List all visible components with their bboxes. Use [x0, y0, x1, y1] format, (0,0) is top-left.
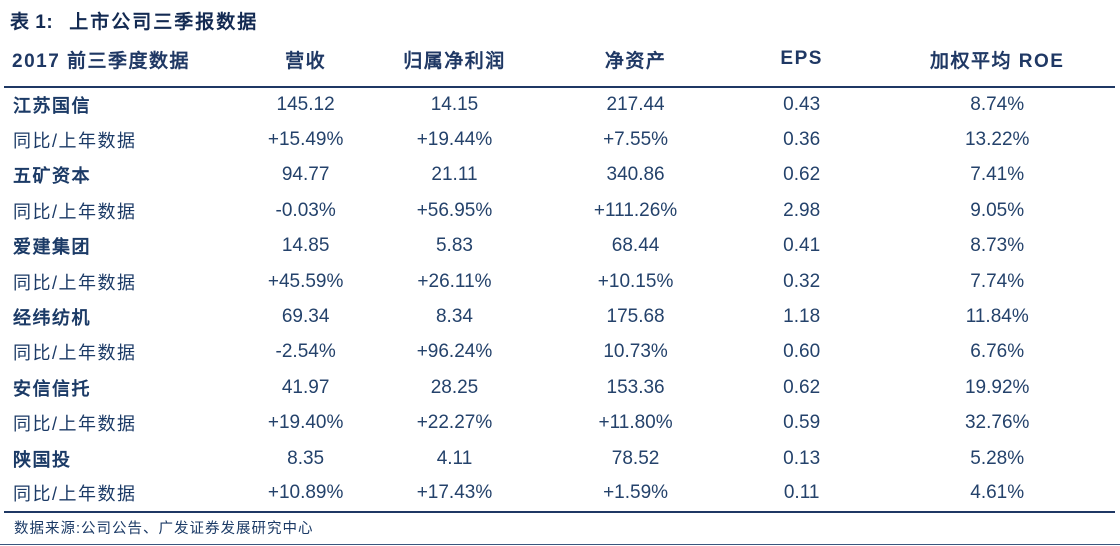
- value-cell: 8.35: [287, 447, 325, 469]
- value-cell: 153.36: [606, 376, 665, 398]
- value-cell: 0.13: [783, 447, 821, 469]
- value-cell: 78.52: [611, 447, 660, 469]
- value-cell: 8.74%: [970, 94, 1025, 116]
- value-cell: 5.28%: [970, 447, 1025, 469]
- yoy-label-cell: 同比/上年数据: [13, 272, 137, 293]
- column-header-netassets: 净资产: [547, 32, 724, 88]
- table-row: 同比/上年数据 +15.49% +19.44% +7.55% 0.36 13.22%: [4, 122, 1115, 157]
- value-cell: -0.03%: [275, 199, 336, 221]
- table-row: 安信信托 41.97 28.25 153.36 0.62 19.92%: [4, 370, 1115, 405]
- value-cell: 10.73%: [603, 341, 668, 363]
- table-body: 江苏国信 145.12 14.15 217.44 0.43 8.74% 同比/上年数据 +15…: [4, 87, 1115, 513]
- column-header-netprofit: 归属净利润: [361, 32, 548, 88]
- column-header-period: 2017 前三季度数据: [4, 32, 250, 88]
- value-cell: 175.68: [606, 306, 665, 328]
- column-header-roe: 加权平均 ROE: [879, 32, 1115, 88]
- value-cell: 28.25: [430, 376, 479, 398]
- table-row: 经纬纺机 69.34 8.34 175.68 1.18 11.84%: [4, 299, 1115, 334]
- yoy-label-cell: 同比/上年数据: [13, 201, 137, 222]
- table-title-text: 上市公司三季报数据: [69, 12, 259, 33]
- value-cell: +10.15%: [597, 270, 674, 292]
- value-cell: 5.83: [435, 235, 473, 257]
- value-cell: 0.62: [783, 376, 821, 398]
- value-cell: +19.44%: [416, 129, 493, 151]
- value-cell: 0.32: [783, 270, 821, 292]
- value-cell: +19.40%: [267, 412, 344, 434]
- value-cell: 145.12: [276, 94, 335, 116]
- value-cell: 340.86: [606, 164, 665, 186]
- value-cell: 21.11: [431, 164, 478, 186]
- value-cell: 0.62: [783, 164, 821, 186]
- value-cell: +15.49%: [267, 129, 344, 151]
- value-cell: 68.44: [611, 235, 660, 257]
- table-row: 同比/上年数据 +19.40% +22.27% +11.80% 0.59 32.76%: [4, 406, 1115, 441]
- yoy-label-cell: 同比/上年数据: [13, 343, 137, 364]
- value-cell: +10.89%: [249, 476, 362, 513]
- value-cell: 0.60: [783, 341, 821, 363]
- value-cell: +26.11%: [417, 270, 492, 292]
- value-cell: +111.26%: [593, 199, 678, 221]
- company-name-cell: 爱建集团: [13, 237, 91, 258]
- yoy-label-cell: 同比/上年数据: [13, 414, 137, 435]
- value-cell: 4.11: [436, 447, 473, 469]
- company-name-cell: 陕国投: [13, 449, 72, 470]
- table-title-prefix: 表 1:: [10, 12, 54, 33]
- yoy-label-cell: 同比/上年数据: [13, 131, 137, 152]
- company-name-cell: 经纬纺机: [13, 308, 91, 329]
- value-cell: +7.55%: [603, 129, 669, 151]
- value-cell: 13.22%: [964, 129, 1030, 151]
- table-row: 同比/上年数据 +10.89% +17.43% +1.59% 0.11 4.61%: [4, 476, 1115, 513]
- company-name-cell: 五矿资本: [13, 166, 91, 187]
- yoy-label-cell: 同比/上年数据: [4, 476, 250, 513]
- company-name-cell: 江苏国信: [13, 96, 91, 117]
- value-cell: 0.43: [783, 94, 821, 116]
- value-cell: 69.34: [281, 306, 330, 328]
- data-source: 数据来源:公司公告、广发证券发展研究中心: [14, 520, 314, 537]
- value-cell: 0.36: [783, 129, 821, 151]
- table-row: 爱建集团 14.85 5.83 68.44 0.41 8.73%: [4, 229, 1115, 264]
- bottom-divider: [0, 544, 1120, 545]
- value-cell: +56.95%: [416, 199, 493, 221]
- value-cell: 9.05%: [970, 199, 1025, 221]
- value-cell: 2.98: [783, 199, 821, 221]
- value-cell: 8.73%: [970, 235, 1025, 257]
- table-row: 同比/上年数据 +45.59% +26.11% +10.15% 0.32 7.74%: [4, 264, 1115, 299]
- value-cell: 11.84%: [965, 306, 1029, 328]
- column-header-eps: EPS: [723, 32, 880, 88]
- value-cell: -2.54%: [275, 341, 336, 363]
- value-cell: +1.59%: [547, 476, 724, 513]
- value-cell: 41.97: [281, 376, 330, 398]
- value-cell: 1.18: [783, 306, 821, 328]
- value-cell: 94.77: [281, 164, 330, 186]
- table-row: 同比/上年数据 -0.03% +56.95% +111.26% 2.98 9.05%: [4, 193, 1115, 228]
- value-cell: +17.43%: [361, 476, 548, 513]
- company-name-cell: 安信信托: [13, 378, 91, 399]
- header-row: 2017 前三季度数据 营收 归属净利润 净资产 EPS 加权平均 ROE: [4, 32, 1115, 88]
- table-row: 五矿资本 94.77 21.11 340.86 0.62 7.41%: [4, 158, 1115, 193]
- value-cell: +22.27%: [416, 412, 493, 434]
- table-row: 陕国投 8.35 4.11 78.52 0.13 5.28%: [4, 441, 1115, 476]
- column-header-revenue: 营收: [249, 32, 362, 88]
- value-cell: 0.41: [783, 235, 821, 257]
- value-cell: 14.15: [430, 94, 479, 116]
- value-cell: 6.76%: [970, 341, 1025, 363]
- table-row: 江苏国信 145.12 14.15 217.44 0.43 8.74%: [4, 87, 1115, 122]
- value-cell: +96.24%: [416, 341, 493, 363]
- value-cell: 8.34: [435, 306, 473, 328]
- value-cell: 0.11: [723, 476, 880, 513]
- value-cell: 7.74%: [970, 270, 1025, 292]
- value-cell: 7.41%: [970, 164, 1025, 186]
- value-cell: 0.59: [783, 412, 821, 434]
- value-cell: 14.85: [281, 235, 330, 257]
- value-cell: 19.92%: [964, 376, 1030, 398]
- value-cell: 217.44: [606, 94, 665, 116]
- value-cell: +11.80%: [598, 412, 673, 434]
- value-cell: 32.76%: [964, 412, 1030, 434]
- value-cell: +45.59%: [267, 270, 344, 292]
- table-title: 表 1: 上市公司三季报数据: [0, 0, 1120, 33]
- table-row: 同比/上年数据 -2.54% +96.24% 10.73% 0.60 6.76%: [4, 335, 1115, 370]
- value-cell: 4.61%: [879, 476, 1115, 513]
- quarterly-report-table: 2017 前三季度数据 营收 归属净利润 净资产 EPS 加权平均 ROE 江苏…: [4, 32, 1115, 513]
